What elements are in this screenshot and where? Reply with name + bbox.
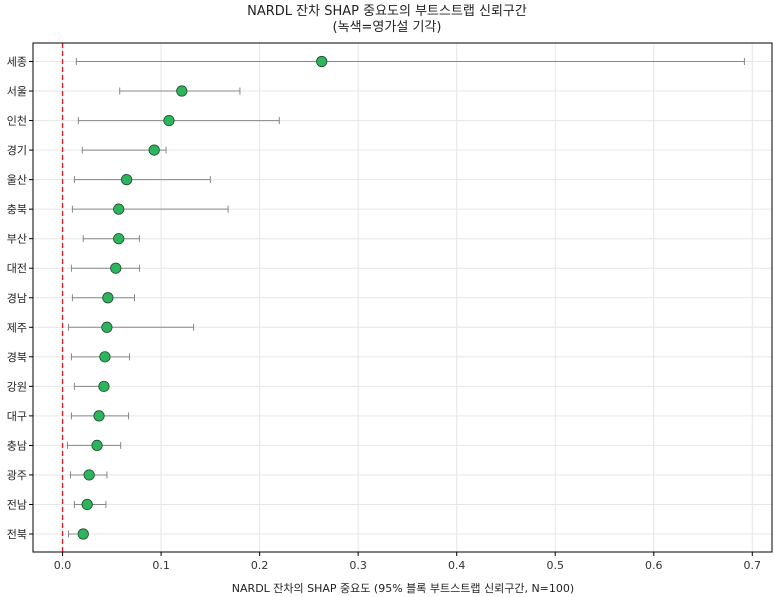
- x-tick-label: 0.2: [251, 559, 269, 572]
- y-tick-label: 전남: [7, 498, 27, 511]
- y-tick-label: 충남: [7, 439, 27, 452]
- y-tick-label: 강원: [7, 380, 27, 393]
- data-points: [77, 55, 328, 540]
- data-point: [98, 380, 110, 392]
- y-tick-label: 인천: [7, 114, 27, 128]
- y-tick-label: 부산: [7, 233, 27, 246]
- x-tick-label: 0.7: [744, 559, 762, 572]
- x-tick-label: 0.3: [349, 559, 367, 572]
- data-point: [77, 528, 89, 540]
- data-point: [83, 469, 95, 481]
- data-point: [102, 292, 114, 304]
- y-tick-label: 서울: [7, 85, 27, 98]
- x-axis-ticks: 0.0 0.1 0.2 0.3 0.4 0.5 0.6 0.7: [54, 552, 761, 572]
- y-tick-label: 제주: [7, 321, 27, 334]
- data-point: [163, 114, 175, 127]
- data-point: [93, 410, 105, 422]
- data-point: [148, 144, 160, 156]
- data-point: [91, 439, 103, 452]
- data-point: [101, 321, 113, 333]
- data-point: [121, 174, 133, 186]
- y-tick-label: 세종: [7, 56, 27, 69]
- y-tick-label: 대전: [7, 262, 27, 275]
- x-tick-label: 0.1: [152, 559, 170, 572]
- y-tick-label: 전북: [7, 528, 27, 541]
- grid-lines: [33, 43, 772, 552]
- x-tick-label: 0.4: [448, 559, 466, 572]
- data-point: [176, 85, 188, 97]
- y-tick-label: 경기: [7, 144, 27, 157]
- y-tick-label: 대구: [7, 410, 27, 423]
- x-axis-label: NARDL 잔차의 SHAP 중요도 (95% 블록 부트스트랩 신뢰구간, N…: [232, 582, 574, 595]
- y-tick-label: 광주: [7, 469, 27, 482]
- y-tick-label: 울산: [7, 174, 27, 187]
- data-point: [81, 498, 93, 511]
- data-point: [113, 203, 125, 215]
- data-point: [316, 55, 328, 68]
- data-point: [99, 351, 111, 363]
- y-tick-label: 충북: [7, 203, 27, 216]
- y-tick-label: 경북: [7, 351, 27, 364]
- x-tick-label: 0.0: [54, 559, 72, 572]
- chart-subtitle: (녹색=영가설 기각): [333, 20, 442, 35]
- chart-title: NARDL 잔차 SHAP 중요도의 부트스트랩 신뢰구간: [247, 4, 527, 19]
- x-tick-label: 0.6: [645, 559, 663, 572]
- data-point: [110, 262, 122, 274]
- y-tick-label: 경남: [7, 292, 27, 305]
- data-point: [113, 233, 125, 245]
- x-tick-label: 0.5: [546, 559, 564, 572]
